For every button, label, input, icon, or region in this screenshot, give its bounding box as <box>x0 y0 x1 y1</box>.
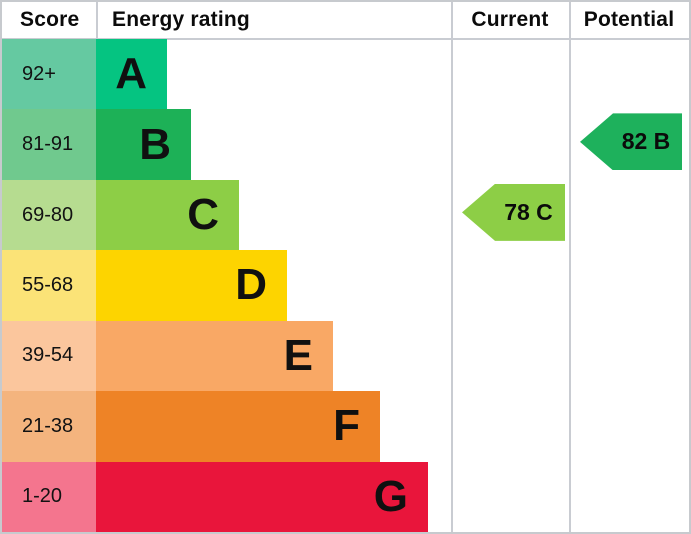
header-score: Score <box>20 8 80 31</box>
band-row-c: 69-80 C <box>2 179 689 251</box>
score-range-a: 92+ <box>2 39 96 110</box>
band-row-b: 81-91 B <box>2 109 689 180</box>
band-row-e: 39-54 E <box>2 320 689 392</box>
band-bar-c: C <box>96 179 239 251</box>
band-bar-b: B <box>96 109 191 180</box>
score-range-g: 1-20 <box>2 461 96 532</box>
band-bar-a: A <box>96 39 167 110</box>
header-current: Current <box>471 8 549 31</box>
band-bar-g: G <box>96 461 428 532</box>
header-divider-line <box>2 38 689 40</box>
header-energy-rating: Energy rating <box>112 8 250 31</box>
band-row-f: 21-38 F <box>2 391 689 462</box>
header-potential: Potential <box>583 8 675 31</box>
band-bar-d: D <box>96 250 287 321</box>
current-column-divider <box>451 2 453 532</box>
score-range-d: 55-68 <box>2 250 96 321</box>
score-range-f: 21-38 <box>2 391 96 462</box>
potential-column-divider <box>569 2 571 532</box>
score-range-c: 69-80 <box>2 179 96 251</box>
band-row-a: 92+ A <box>2 39 689 110</box>
band-bar-e: E <box>96 320 333 392</box>
score-column-divider <box>96 2 98 38</box>
band-bar-f: F <box>96 391 380 462</box>
band-row-d: 55-68 D <box>2 250 689 321</box>
band-row-g: 1-20 G <box>2 461 689 532</box>
score-range-e: 39-54 <box>2 320 96 392</box>
score-range-b: 81-91 <box>2 109 96 180</box>
